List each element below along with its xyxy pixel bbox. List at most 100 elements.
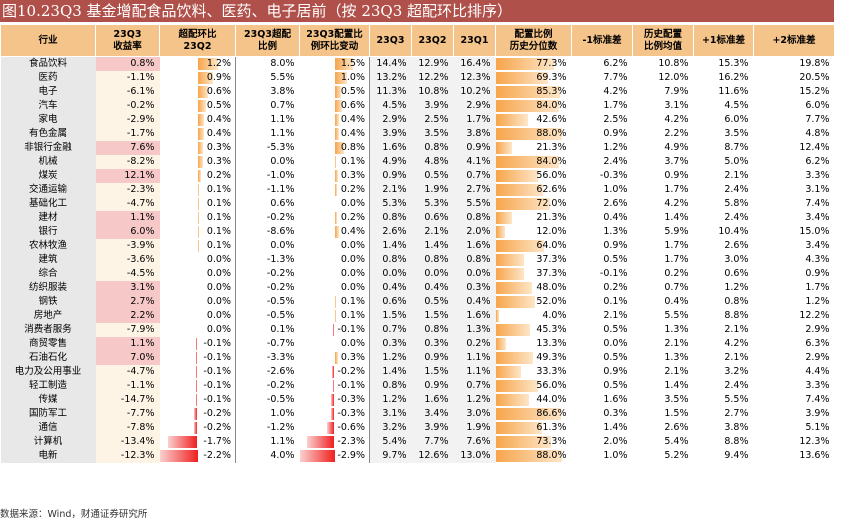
q3-cell: 0.4% [369, 281, 412, 295]
minus-1sd-cell: 0.3% [603, 408, 628, 419]
percentile-cell: 4.0% [495, 309, 572, 323]
q2-cell: 0.6% [411, 211, 454, 225]
yield-cell: 1.1% [95, 211, 160, 225]
table-row: 非银行金融 7.6% 0.3% -5.3% 0.8% 1.6% 0.8% 0.9% 21.3% 1… [0, 141, 835, 155]
chg-q3-cell-value: -0.1% [337, 324, 365, 335]
overweight-q3-cell: 0.1% [270, 324, 295, 335]
column-header: 23Q3 [369, 24, 412, 57]
q2-cell: 10.8% [411, 85, 454, 99]
chg-q2-cell: -0.1% [159, 337, 236, 351]
industry-cell: 传媒 [0, 393, 96, 407]
chg-q3-cell-bar [327, 422, 335, 434]
chg-q2-cell-bar [197, 142, 203, 154]
percentile-value: 72.0% [536, 198, 567, 209]
percentile-cell: 37.3% [495, 267, 572, 281]
chg-q3-cell-value: -0.1% [337, 380, 365, 391]
q3-cell: 0.3% [369, 337, 412, 351]
table-row: 农林牧渔 -3.9% 0.1% 0.0% 0.0% 1.4% 1.4% 1.6% 64.0% 0.… [0, 239, 835, 253]
column-header: +2标准差 [753, 24, 835, 57]
chg-q2-cell: 0.1% [159, 225, 236, 239]
q3-cell: 1.5% [369, 309, 412, 323]
chg-q3-cell: -0.3% [299, 393, 370, 407]
overweight-q3-cell: 8.0% [270, 58, 295, 69]
percentile-value: 37.3% [536, 268, 567, 279]
q1-cell: 3.0% [453, 407, 496, 421]
q2-cell: 3.9% [411, 421, 454, 435]
table-row: 纺织服装 3.1% 0.0% -0.2% 0.0% 0.4% 0.4% 0.3% 48.0% 0.… [0, 281, 835, 295]
plus-2sd-cell: 3.3% [805, 380, 830, 391]
plus-1sd-cell: 2.1% [724, 324, 749, 335]
q3-cell: 0.8% [369, 253, 412, 267]
yield-cell: -4.5% [95, 267, 160, 281]
industry-cell: 建材 [0, 211, 96, 225]
percentile-value: 84.0% [536, 156, 567, 167]
plus-2sd-cell: 7.4% [805, 394, 830, 405]
percentile-value: 42.6% [536, 114, 567, 125]
chg-q3-cell-value: 0.2% [340, 212, 365, 223]
q1-cell: 13.0% [453, 449, 496, 463]
chg-q3-cell-value: 0.1% [340, 156, 365, 167]
yield-cell: -6.1% [95, 85, 160, 99]
plus-1sd-cell: 3.0% [724, 254, 749, 265]
chg-q3-cell: -0.2% [299, 365, 370, 379]
q2-cell: 0.9% [411, 379, 454, 393]
overweight-q3-cell: 1.0% [270, 408, 295, 419]
q1-cell: 0.7% [453, 379, 496, 393]
yield-cell: -3.9% [95, 239, 160, 253]
mean-cell: 2.2% [664, 128, 689, 139]
chg-q3-cell: 0.1% [299, 309, 370, 323]
q1-cell: 2.9% [453, 99, 496, 113]
q1-cell: 1.1% [453, 351, 496, 365]
percentile-cell: 88.0% [495, 127, 572, 141]
q2-cell: 1.4% [411, 239, 454, 253]
percentile-value: 49.3% [536, 352, 567, 363]
minus-1sd-cell: 1.2% [603, 142, 628, 153]
plus-2sd-cell: 7.4% [805, 198, 830, 209]
chg-q3-cell-value: 0.4% [340, 114, 365, 125]
chg-q2-cell-value: 0.9% [206, 72, 231, 83]
chg-q3-cell-value: 0.0% [340, 338, 365, 349]
table-row: 电子 -6.1% 0.6% 3.8% 0.5% 11.3% 10.8% 10.2% 85.3% 4… [0, 85, 835, 99]
overweight-q3-cell: 5.5% [270, 72, 295, 83]
plus-2sd-cell: 5.1% [805, 422, 830, 433]
chg-q2-cell: 0.5% [159, 99, 236, 113]
q3-cell: 11.3% [369, 85, 412, 99]
percentile-value: 73.3% [536, 436, 567, 447]
q3-cell: 1.4% [369, 239, 412, 253]
yield-cell: 7.0% [95, 351, 160, 365]
mean-cell: 3.1% [664, 100, 689, 111]
chg-q3-cell: 0.1% [299, 295, 370, 309]
column-header: 23Q1 [453, 24, 496, 57]
percentile-value: 86.6% [536, 408, 567, 419]
table-row: 消费者服务 -7.9% 0.0% 0.1% -0.1% 0.7% 0.8% 1.3% 45.3%… [0, 323, 835, 337]
percentile-bar [495, 422, 543, 434]
chg-q2-cell: -0.1% [159, 393, 236, 407]
chg-q3-cell-value: 0.0% [340, 254, 365, 265]
chg-q3-cell: 0.2% [299, 183, 370, 197]
mean-cell: 0.4% [664, 296, 689, 307]
yield-cell: 1.1% [95, 337, 160, 351]
chg-q3-cell-value: -2.9% [337, 450, 365, 461]
chg-q2-cell: 0.4% [159, 127, 236, 141]
table-row: 综合 -4.5% 0.0% -0.2% 0.0% 0.0% 0.0% 0.0% 37.3% -0.… [0, 267, 835, 281]
q2-cell: 12.9% [411, 56, 454, 71]
industry-cell: 机械 [0, 155, 96, 169]
chg-q3-cell-bar [334, 142, 345, 154]
minus-1sd-cell: 0.1% [603, 296, 628, 307]
column-header: 23Q3配置比 例环比变动 [299, 24, 370, 57]
industry-cell: 通信 [0, 421, 96, 435]
chg-q2-cell: -1.7% [159, 435, 236, 449]
q2-cell: 4.8% [411, 155, 454, 169]
plus-1sd-cell: 2.4% [724, 184, 749, 195]
plus-2sd-cell: 13.6% [799, 450, 830, 461]
mean-cell: 2.1% [664, 366, 689, 377]
percentile-bar [495, 156, 560, 168]
q1-cell: 1.2% [453, 393, 496, 407]
mean-cell: 0.2% [664, 268, 689, 279]
source-note: 数据来源：Wind，财通证券研究所 [0, 509, 148, 520]
chg-q2-cell-value: 0.0% [206, 254, 231, 265]
percentile-value: 52.0% [536, 296, 567, 307]
yield-cell: -1.7% [95, 127, 160, 141]
mean-cell: 12.0% [658, 72, 689, 83]
chg-q3-cell: -0.3% [299, 407, 370, 421]
